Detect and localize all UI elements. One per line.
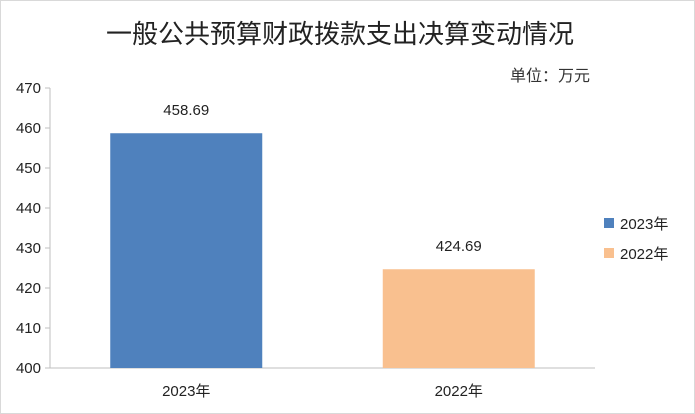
data-label-1: 424.69 [436,238,482,255]
chart-title: 一般公共预算财政拨款支出决算变动情况 [105,20,574,50]
legend-swatch-2022 [604,248,614,258]
data-label-0: 458.69 [163,102,209,119]
y-tick-label: 420 [16,280,41,297]
legend-label-2023: 2023年 [620,215,669,233]
bar-1 [382,269,535,368]
legend: 2023年 2022年 [604,208,668,268]
bar-0 [110,133,263,368]
x-category-label-1: 2022年 [435,383,483,400]
legend-item-2023: 2023年 [604,208,668,238]
y-tick-label: 410 [16,320,41,337]
legend-swatch-2023 [604,218,614,228]
y-tick-label: 400 [16,360,41,377]
legend-label-2022: 2022年 [620,245,669,263]
y-tick-label: 430 [16,240,41,257]
y-tick-label: 460 [16,120,41,137]
legend-item-2022: 2022年 [604,238,668,268]
x-category-label-0: 2023年 [162,383,210,400]
unit-label: 单位：万元 [510,66,591,85]
y-tick-label: 450 [16,160,41,177]
y-tick-label: 470 [16,80,41,97]
y-tick-label: 440 [16,200,41,217]
